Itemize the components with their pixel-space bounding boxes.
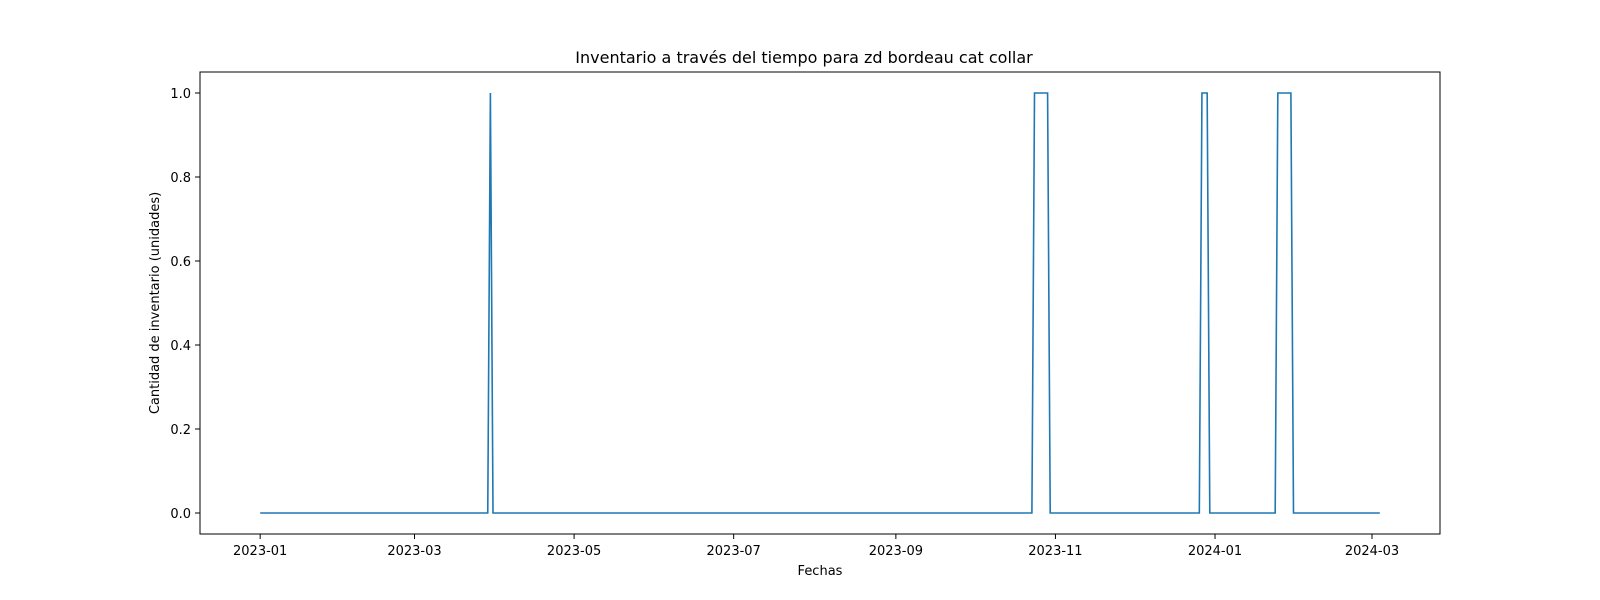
plot-area-frame [199, 71, 1441, 535]
x-axis-ticks: 2023-01 2023-03 2023-05 2023-07 2023-09 2023-… [233, 534, 1399, 559]
y-tick-label: 1.0 [170, 87, 191, 102]
x-tick-label: 2023-07 [707, 544, 761, 559]
x-axis-label: Fechas [798, 564, 843, 579]
y-axis-ticks: 0.0 0.2 0.4 0.6 0.8 1.0 [170, 87, 200, 522]
x-tick-label: 2023-09 [869, 544, 923, 559]
y-tick-label: 0.2 [170, 423, 191, 438]
x-tick-label: 2023-01 [233, 544, 287, 559]
y-axis-label: Cantidad de inventario (unidades) [148, 192, 163, 414]
chart-title: Inventario a través del tiempo para zd b… [575, 48, 1033, 67]
x-tick-label: 2023-03 [387, 544, 441, 559]
x-tick-label: 2024-03 [1345, 544, 1399, 559]
y-tick-label: 0.0 [170, 507, 191, 522]
y-tick-label: 0.4 [170, 339, 191, 354]
x-tick-label: 2023-11 [1028, 544, 1082, 559]
x-tick-label: 2024-01 [1188, 544, 1242, 559]
series-line [260, 92, 1380, 514]
x-tick-label: 2023-05 [547, 544, 601, 559]
y-tick-label: 0.6 [170, 255, 191, 270]
y-tick-label: 0.8 [170, 171, 191, 186]
